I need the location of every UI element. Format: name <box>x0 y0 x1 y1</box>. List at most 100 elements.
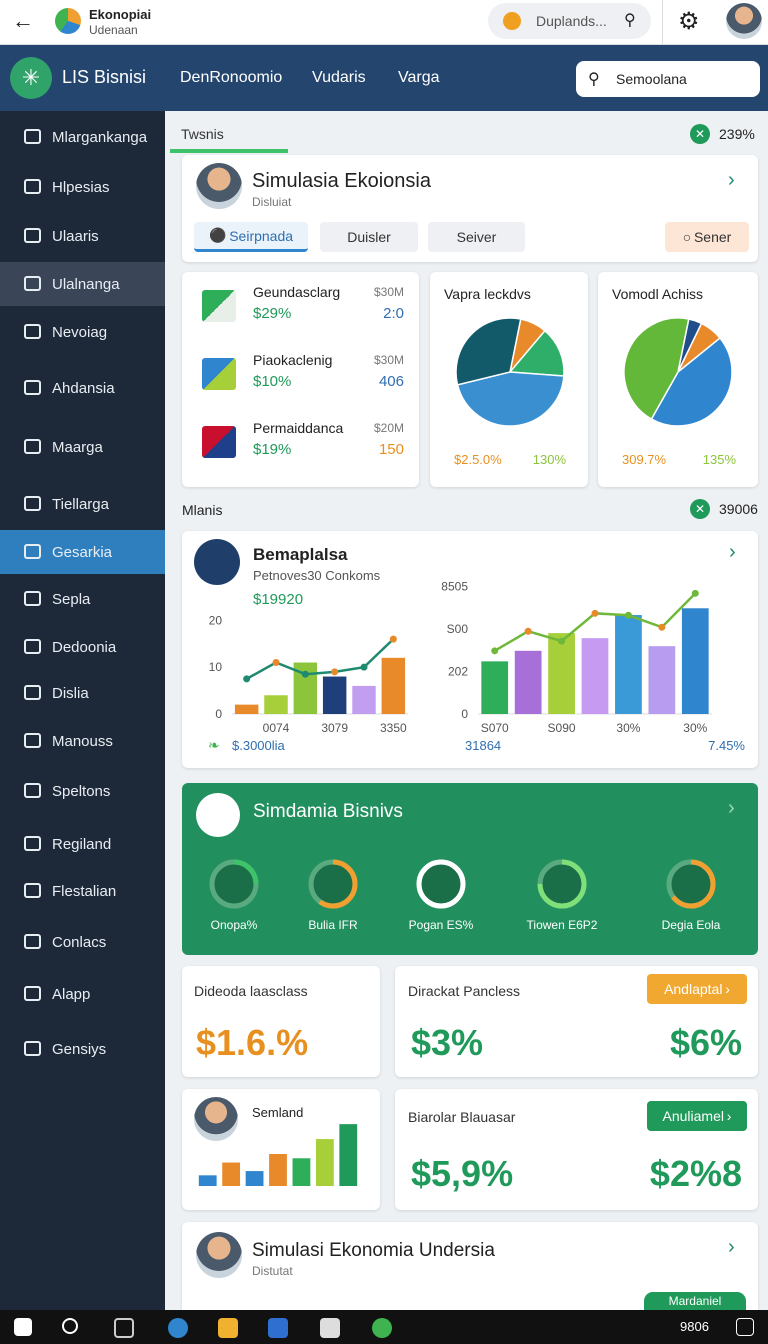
item-icon <box>202 426 236 458</box>
user-avatar[interactable] <box>726 3 762 39</box>
sidebar-label: Ulaaris <box>52 227 99 245</box>
tab-button[interactable]: ⚫ Seirpnada <box>194 222 308 252</box>
action-button[interactable]: ○ Sener <box>665 222 749 252</box>
bottom-title: Simulasi Ekonomia Undersia <box>252 1240 495 1261</box>
task-app[interactable] <box>268 1318 288 1338</box>
nav-search[interactable]: ⚲ Semoolana <box>576 61 760 97</box>
sidebar-item[interactable]: Gensiys <box>0 1027 165 1071</box>
sidebar-item[interactable]: Maarga <box>0 425 165 469</box>
trend-point <box>624 611 632 619</box>
sidebar-item[interactable]: Conlacs <box>0 920 165 964</box>
sidebar-item[interactable]: Sepla <box>0 577 165 621</box>
sidebar-item[interactable]: Speltons <box>0 769 165 813</box>
item-icon <box>202 290 236 322</box>
sidebar-label: Ahdansia <box>52 379 115 397</box>
sidebar-item[interactable]: Ulalnanga <box>0 262 165 306</box>
bar <box>234 704 259 714</box>
ring-label: Bulia IFR <box>308 918 358 932</box>
chevron[interactable]: › <box>728 797 735 819</box>
ring-label: Degia Eola <box>662 918 721 932</box>
stat-button[interactable]: Andlaptal › <box>647 974 747 1004</box>
nav-tab[interactable]: Varga <box>398 69 440 86</box>
sidebar-label: Conlacs <box>52 933 107 951</box>
chevron[interactable]: › <box>729 541 736 563</box>
sidebar-label: Alapp <box>52 985 91 1003</box>
ring-label: Onopa% <box>211 918 258 932</box>
stat-value: $5,9% <box>411 1153 514 1194</box>
sidebar-icon <box>24 276 41 291</box>
mini-avatar <box>194 1097 238 1141</box>
chevron[interactable]: › <box>728 169 735 191</box>
sidebar-icon <box>24 883 41 898</box>
sidebar-item[interactable]: Manouss <box>0 719 165 763</box>
sidebar-item[interactable]: Dedoonia <box>0 625 165 669</box>
sidebar-item[interactable]: Tiellarga <box>0 482 165 526</box>
chart-footer: 7.45% <box>708 738 745 753</box>
tab-underline <box>170 149 288 153</box>
sidebar-icon <box>24 733 41 748</box>
nav-search-text: Semoolana <box>616 71 687 87</box>
task-app[interactable] <box>168 1318 188 1338</box>
sidebar-icon <box>24 380 41 395</box>
sidebar-item[interactable]: Regiland <box>0 822 165 866</box>
section-badge: 239% <box>719 126 755 142</box>
task-app[interactable] <box>218 1318 238 1338</box>
button-label: Andlaptal <box>664 981 723 997</box>
tab-label: Seirpnada <box>229 227 294 244</box>
tab-label: Seiver <box>456 229 497 245</box>
sidebar-item[interactable]: Flestalian <box>0 869 165 913</box>
search-task[interactable] <box>62 1318 78 1334</box>
nav-tab[interactable]: Vudaris <box>312 69 366 86</box>
sidebar-label: Tiellarga <box>52 495 109 513</box>
profile-avatar <box>196 163 242 209</box>
task-app[interactable] <box>114 1318 134 1338</box>
ring-progress <box>308 859 358 909</box>
bar <box>269 1154 287 1186</box>
start-button[interactable] <box>14 1318 32 1336</box>
sidebar-item[interactable]: Hlpesias <box>0 165 165 209</box>
bar <box>293 662 318 714</box>
mini-label: Semland <box>252 1105 304 1120</box>
report-title: Bemaplalsa <box>253 545 348 564</box>
sidebar-item[interactable]: Gesarkia <box>0 530 165 574</box>
progress-rings: Onopa% Bulia IFR Pogan ES% Tiowen E6P2 Degia… <box>209 859 721 932</box>
search-dot <box>503 12 521 30</box>
sidebar-label: Flestalian <box>52 882 117 900</box>
clock: 9806 <box>680 1319 709 1334</box>
ring-label: Tiowen E6P2 <box>527 918 598 932</box>
tab-button[interactable]: Duisler <box>320 222 418 252</box>
sidebar-label: Regiland <box>52 835 112 853</box>
sidebar-icon <box>24 179 41 194</box>
sidebar-item[interactable]: Nevoiag <box>0 310 165 354</box>
sidebar-item[interactable]: Alapp <box>0 972 165 1016</box>
back-button[interactable]: ← <box>12 8 34 33</box>
sidebar: Mlargankanga Hlpesias Ulaaris Ulalnanga Nevo… <box>0 111 165 1310</box>
tab-button[interactable]: Seiver <box>428 222 525 252</box>
search-box[interactable]: Duplands... ⚲ <box>488 3 651 39</box>
settings-button[interactable]: ⚙ <box>678 8 700 35</box>
sidebar-item[interactable]: Ahdansia <box>0 366 165 410</box>
report-subtitle: Petnoves30 Conkoms <box>253 568 381 583</box>
x-tick-label: S070 <box>481 721 509 735</box>
nav-tab[interactable]: DenRonoomio <box>180 69 283 86</box>
sidebar-item[interactable]: Ulaaris <box>0 214 165 258</box>
stat-button[interactable]: Anuliamel › <box>647 1101 747 1131</box>
ring-progress <box>537 859 587 909</box>
bar <box>245 1171 264 1186</box>
report-icon <box>194 539 240 585</box>
ring-progress <box>416 859 466 909</box>
report-card: Bemaplalsa Petnoves30 Conkoms $19920 › 0… <box>182 531 758 768</box>
item-name: Piaokaclenig <box>253 352 333 368</box>
sidebar-item[interactable]: Dislia <box>0 671 165 715</box>
task-app[interactable] <box>372 1318 392 1338</box>
sidebar-item[interactable]: Mlargankanga <box>0 115 165 159</box>
bottom-button[interactable]: Mardaniel <box>644 1292 746 1310</box>
notifications[interactable] <box>736 1318 754 1336</box>
task-app[interactable] <box>320 1318 340 1338</box>
chevron[interactable]: › <box>728 1236 735 1258</box>
section-label: Twsnis <box>181 126 224 142</box>
sidebar-label: Sepla <box>52 590 91 608</box>
y-tick-label: 8505 <box>441 579 468 593</box>
tab-label: Duisler <box>347 229 391 245</box>
x-tick-label: 30% <box>683 721 707 735</box>
